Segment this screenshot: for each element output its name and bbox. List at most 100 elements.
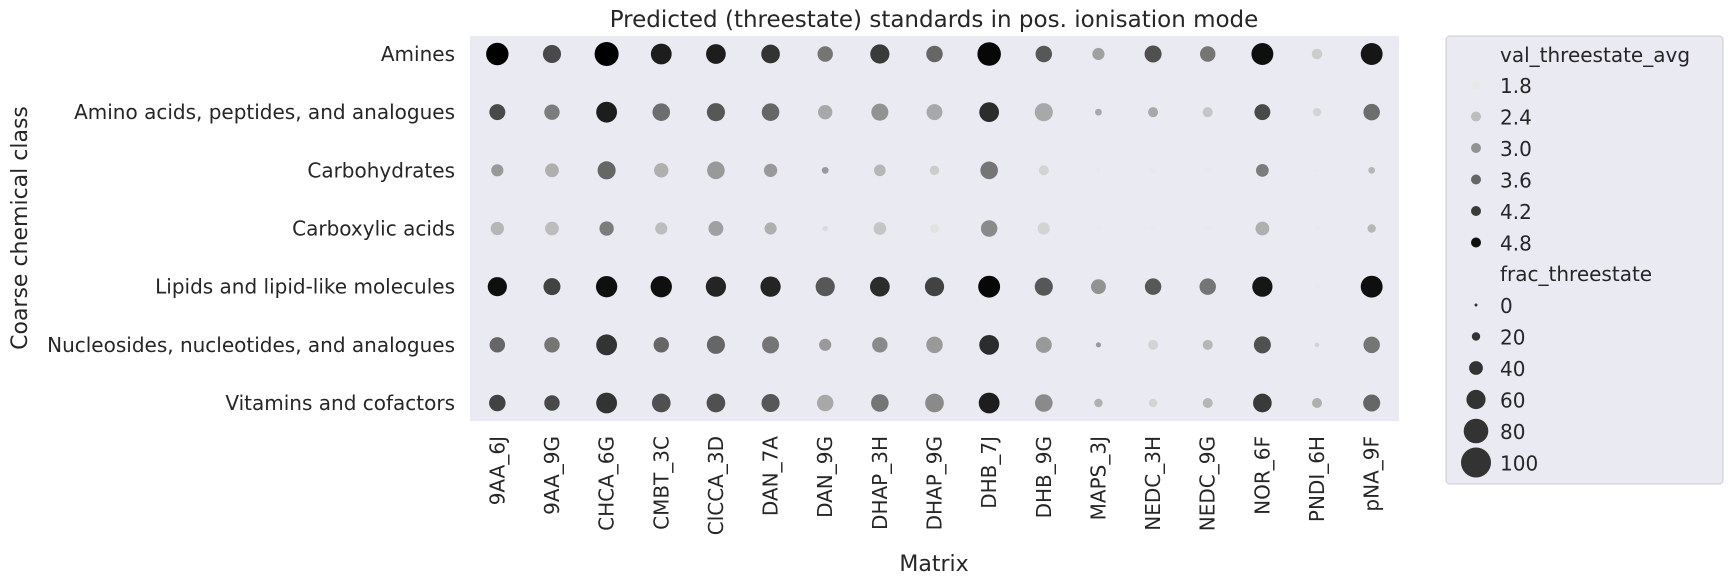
legend-size-marker <box>1466 389 1486 410</box>
data-point <box>1204 167 1211 174</box>
x-tick-label: 9AA_9G <box>540 436 564 515</box>
data-point <box>926 45 943 63</box>
data-point <box>1095 108 1102 116</box>
data-point <box>764 222 777 235</box>
legend-color-label: 4.2 <box>1500 200 1532 224</box>
data-point <box>926 336 943 354</box>
legend-color-label: 2.4 <box>1500 106 1532 130</box>
data-point <box>654 163 669 178</box>
data-point <box>1094 398 1103 408</box>
data-point <box>980 161 998 180</box>
x-tick-label: DAN_7A <box>759 436 783 516</box>
data-point <box>761 393 780 413</box>
y-tick-label: Carbohydrates <box>307 158 455 182</box>
data-point <box>1034 103 1053 122</box>
data-point <box>1144 278 1162 295</box>
data-point <box>979 102 1000 123</box>
legend-size-label: 100 <box>1500 452 1538 476</box>
data-point <box>1255 221 1270 236</box>
x-tick-label: MAPS_3J <box>1086 436 1110 520</box>
data-point <box>1312 397 1323 409</box>
data-point <box>706 335 725 354</box>
data-point <box>542 44 562 64</box>
data-point <box>1148 107 1159 118</box>
data-point <box>930 224 939 233</box>
data-point <box>596 334 618 356</box>
data-point <box>760 276 781 297</box>
data-point <box>1256 163 1269 177</box>
data-point <box>650 43 672 65</box>
data-point <box>816 394 834 412</box>
legend-size-label: 40 <box>1500 357 1525 381</box>
data-point <box>651 393 671 413</box>
data-point <box>1363 336 1380 354</box>
data-point <box>870 44 890 64</box>
data-point <box>1199 278 1216 295</box>
data-point <box>929 165 940 176</box>
y-tick-label: Amines <box>381 42 455 66</box>
x-tick-label: DAN_9G <box>813 436 837 518</box>
data-point <box>1314 284 1320 290</box>
data-point <box>1092 47 1105 61</box>
x-tick-label: DHAP_9G <box>923 436 947 530</box>
data-point <box>1149 166 1157 174</box>
data-point <box>817 46 833 62</box>
legend-color-label: 1.8 <box>1500 74 1532 98</box>
legend-color-title: val_threestate_avg <box>1500 43 1690 67</box>
y-tick-label: Nucleosides, nucleotides, and analogues <box>47 333 455 357</box>
data-point <box>1314 225 1320 232</box>
legend-size-label: 20 <box>1500 326 1525 350</box>
legend-color-marker <box>1471 206 1481 216</box>
data-point <box>924 277 945 297</box>
legend-color-label: 4.8 <box>1500 232 1532 256</box>
data-point <box>1314 342 1320 348</box>
legend-color-label: 3.6 <box>1500 169 1532 193</box>
data-point <box>761 103 780 121</box>
legend-size-marker <box>1469 361 1483 375</box>
data-point <box>822 225 829 232</box>
y-tick-labels: Amines Amino acids, peptides, and analogu… <box>47 42 455 415</box>
y-tick-label: Vitamins and cofactors <box>225 391 455 415</box>
data-point <box>763 163 778 177</box>
data-point <box>545 163 559 178</box>
x-tick-labels: 9AA_6J 9AA_9G CHCA_6G CMBT_3C ClCCA_3D DAN_7A… <box>485 436 1383 536</box>
data-point <box>926 104 943 121</box>
data-point <box>489 337 506 353</box>
data-point <box>762 336 780 354</box>
data-point <box>818 104 833 120</box>
data-point <box>1252 276 1273 297</box>
data-point <box>815 277 835 297</box>
x-tick-label: NOR_6F <box>1250 436 1274 515</box>
data-point <box>491 164 504 177</box>
x-tick-label: pNA_9F <box>1360 436 1384 512</box>
data-point <box>871 394 889 412</box>
data-point <box>978 392 1000 414</box>
data-point <box>650 275 672 298</box>
data-point <box>872 337 888 353</box>
data-point <box>652 103 671 121</box>
data-point <box>978 275 1001 298</box>
data-point <box>821 166 829 174</box>
legend-size-marker <box>1471 332 1481 341</box>
data-point <box>596 392 618 414</box>
data-points <box>486 41 1383 414</box>
data-point <box>1360 43 1383 65</box>
data-point <box>1038 165 1049 176</box>
data-point <box>1202 397 1213 409</box>
data-point <box>871 103 889 121</box>
legend-size-marker <box>1474 303 1478 307</box>
data-point <box>1148 398 1158 408</box>
data-point <box>545 221 559 236</box>
data-point <box>1311 48 1323 60</box>
data-point <box>544 337 560 353</box>
data-point <box>1096 226 1101 231</box>
data-point <box>543 278 561 296</box>
data-point <box>1200 46 1216 62</box>
data-point <box>707 161 725 180</box>
data-point <box>1091 279 1106 295</box>
data-point <box>599 221 614 236</box>
data-point <box>1254 104 1271 121</box>
x-tick-label: NEDC_3H <box>1141 436 1165 531</box>
data-point <box>487 277 507 297</box>
